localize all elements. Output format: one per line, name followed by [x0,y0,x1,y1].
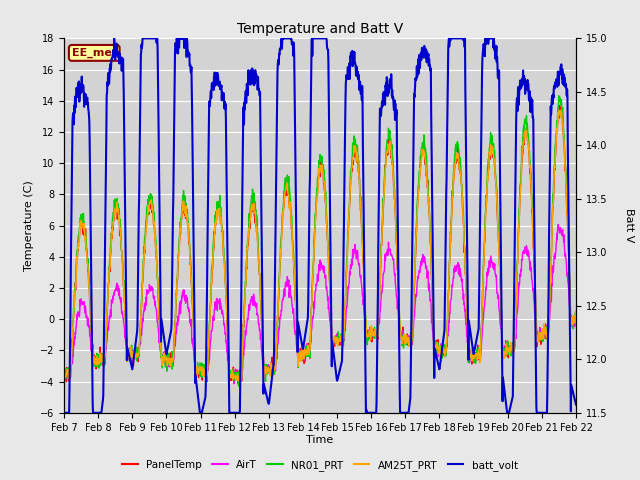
PanelTemp [236,383,243,388]
Legend: PanelTemp, AirT, NR01_PRT, AM25T_PRT, batt_volt: PanelTemp, AirT, NR01_PRT, AM25T_PRT, ba… [118,456,522,475]
Title: Temperature and Batt V: Temperature and Batt V [237,22,403,36]
AM25T_PRT [352,145,360,151]
batt_volt [278,36,285,41]
Line: AM25T_PRT: AM25T_PRT [64,110,576,381]
batt_volt [110,36,118,41]
X-axis label: Time: Time [307,435,333,445]
batt_volt [121,180,129,186]
AM25T_PRT [298,359,305,364]
AirT [298,357,305,362]
PanelTemp [298,355,305,360]
batt_volt [289,41,296,47]
AirT [554,222,562,228]
PanelTemp [278,233,285,239]
PanelTemp [100,357,108,363]
NR01_PRT [298,353,305,359]
batt_volt [298,338,305,344]
NR01_PRT [120,299,128,305]
PanelTemp [289,235,296,240]
AM25T_PRT [557,108,564,113]
PanelTemp [60,368,68,373]
NR01_PRT [278,230,285,236]
batt_volt [100,364,108,370]
NR01_PRT [555,93,563,98]
Y-axis label: Temperature (C): Temperature (C) [24,180,35,271]
AM25T_PRT [572,319,580,325]
NR01_PRT [100,353,108,359]
AirT [60,364,68,370]
AM25T_PRT [120,297,128,302]
NR01_PRT [572,312,580,317]
AM25T_PRT [60,371,68,377]
AirT [120,325,128,331]
NR01_PRT [236,384,243,389]
NR01_PRT [289,228,296,234]
PanelTemp [352,144,360,150]
Y-axis label: Batt V: Batt V [624,208,634,243]
NR01_PRT [352,143,360,149]
PanelTemp [572,317,580,323]
AM25T_PRT [289,231,296,237]
batt_volt [60,410,68,416]
Text: EE_met: EE_met [72,48,117,58]
batt_volt [572,402,580,408]
AM25T_PRT [236,378,244,384]
NR01_PRT [60,365,68,371]
Line: PanelTemp: PanelTemp [64,106,576,385]
Line: batt_volt: batt_volt [64,38,576,413]
PanelTemp [556,103,563,108]
batt_volt [352,65,360,71]
Line: NR01_PRT: NR01_PRT [64,96,576,386]
AM25T_PRT [278,235,285,241]
AirT [289,303,296,309]
PanelTemp [120,292,128,298]
AirT [572,319,580,325]
AirT [278,308,285,314]
AM25T_PRT [100,357,108,362]
Line: AirT: AirT [64,225,576,385]
AirT [100,359,108,364]
AirT [235,383,243,388]
AirT [352,247,360,253]
